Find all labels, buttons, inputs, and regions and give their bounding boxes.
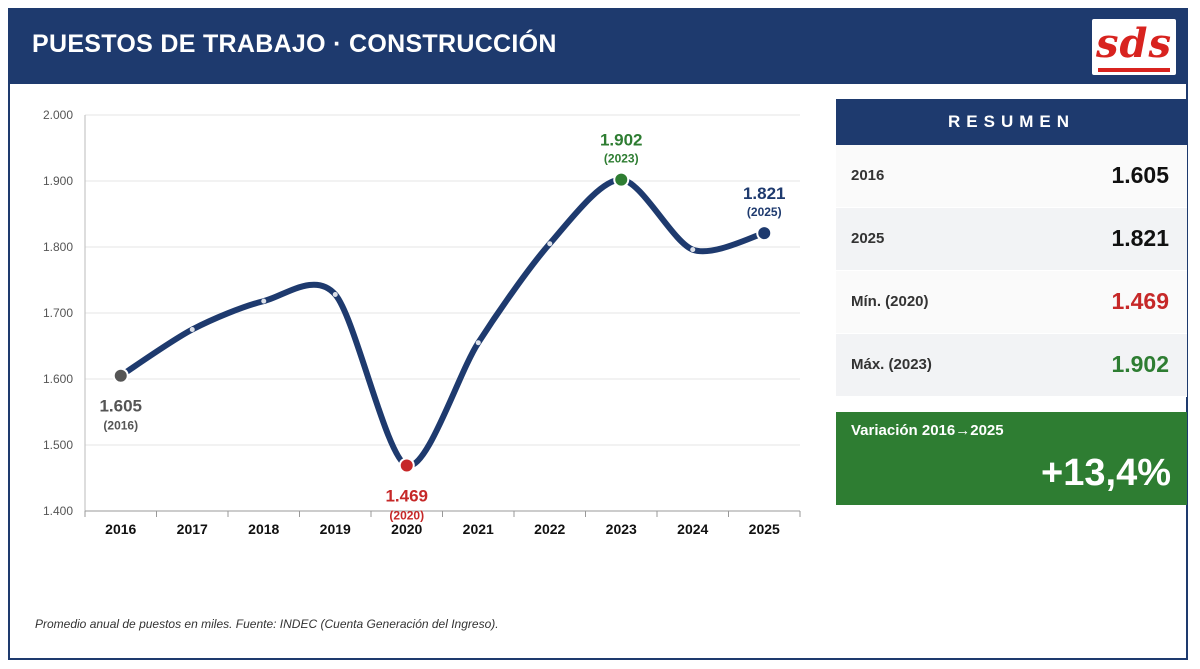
highlight-marker-2016 bbox=[112, 367, 129, 384]
data-point-2017 bbox=[189, 327, 195, 332]
source-footnote: Promedio anual de puestos en miles. Fuen… bbox=[35, 617, 499, 631]
summary-row-value: 1.469 bbox=[1111, 288, 1169, 314]
highlight-marker-2025 bbox=[756, 225, 773, 242]
x-tick-label: 2025 bbox=[749, 521, 780, 537]
series-line bbox=[117, 176, 768, 469]
summary-row-label: Máx. (2023) bbox=[851, 356, 932, 373]
data-point-2019 bbox=[332, 292, 338, 298]
x-tick-label: 2017 bbox=[177, 521, 208, 537]
sds-logo: sds bbox=[1092, 19, 1176, 75]
summary-row-2025: 2025 1.821 bbox=[836, 208, 1187, 271]
highlight-marker-2020 bbox=[398, 457, 415, 474]
header-bar: PUESTOS DE TRABAJO · CONSTRUCCIÓN sds bbox=[10, 10, 1186, 84]
annotation-year: (2020) bbox=[389, 508, 424, 522]
x-tick-label: 2024 bbox=[677, 521, 708, 537]
data-point-2024 bbox=[690, 247, 696, 253]
y-tick-label: 1.700 bbox=[43, 306, 73, 320]
page-title: PUESTOS DE TRABAJO · CONSTRUCCIÓN bbox=[32, 30, 557, 58]
summary-panel: RESUMEN 2016 1.605 2025 1.821 Mín. (2020… bbox=[836, 99, 1187, 397]
summary-row-label: 2025 bbox=[851, 230, 885, 247]
x-tick-label: 2020 bbox=[391, 521, 422, 537]
y-tick-label: 1.500 bbox=[43, 438, 73, 452]
annotation-value: 1.902 bbox=[600, 131, 643, 150]
logo-text: sds bbox=[1095, 20, 1172, 67]
annotation-year: (2023) bbox=[604, 152, 639, 166]
annotation-year: (2025) bbox=[747, 205, 782, 219]
data-point-2018 bbox=[261, 298, 267, 304]
annotation-value: 1.821 bbox=[743, 184, 786, 203]
summary-row-min: Mín. (2020) 1.469 bbox=[836, 271, 1187, 334]
summary-row-label: Mín. (2020) bbox=[851, 293, 929, 310]
variation-box: Variación 2016→2025 +13,4% bbox=[836, 412, 1187, 505]
summary-row-max: Máx. (2023) 1.902 bbox=[836, 334, 1187, 397]
summary-title: RESUMEN bbox=[836, 99, 1187, 145]
y-tick-label: 1.900 bbox=[43, 174, 73, 188]
data-point-2021 bbox=[475, 340, 481, 346]
y-tick-label: 1.800 bbox=[43, 240, 73, 254]
x-tick-label: 2019 bbox=[320, 521, 351, 537]
y-tick-label: 2.000 bbox=[43, 108, 73, 122]
x-tick-label: 2016 bbox=[105, 521, 136, 537]
summary-row-2016: 2016 1.605 bbox=[836, 145, 1187, 208]
x-tick-label: 2023 bbox=[606, 521, 637, 537]
y-tick-label: 1.400 bbox=[43, 504, 73, 518]
annotation-value: 1.469 bbox=[385, 486, 428, 505]
annotation-value: 1.605 bbox=[99, 397, 142, 416]
x-tick-label: 2021 bbox=[463, 521, 494, 537]
variation-value: +13,4% bbox=[1041, 452, 1171, 494]
summary-row-label: 2016 bbox=[851, 167, 885, 184]
summary-row-value: 1.902 bbox=[1111, 351, 1169, 377]
x-tick-label: 2022 bbox=[534, 521, 565, 537]
variation-label: Variación 2016→2025 bbox=[851, 422, 1004, 439]
highlight-marker-2023 bbox=[613, 171, 630, 188]
y-tick-label: 1.600 bbox=[43, 372, 73, 386]
data-point-2022 bbox=[547, 241, 553, 247]
logo-underline bbox=[1098, 68, 1170, 72]
annotation-year: (2016) bbox=[103, 419, 138, 433]
x-tick-label: 2018 bbox=[248, 521, 279, 537]
summary-row-value: 1.605 bbox=[1111, 162, 1169, 188]
summary-row-value: 1.821 bbox=[1111, 225, 1169, 251]
